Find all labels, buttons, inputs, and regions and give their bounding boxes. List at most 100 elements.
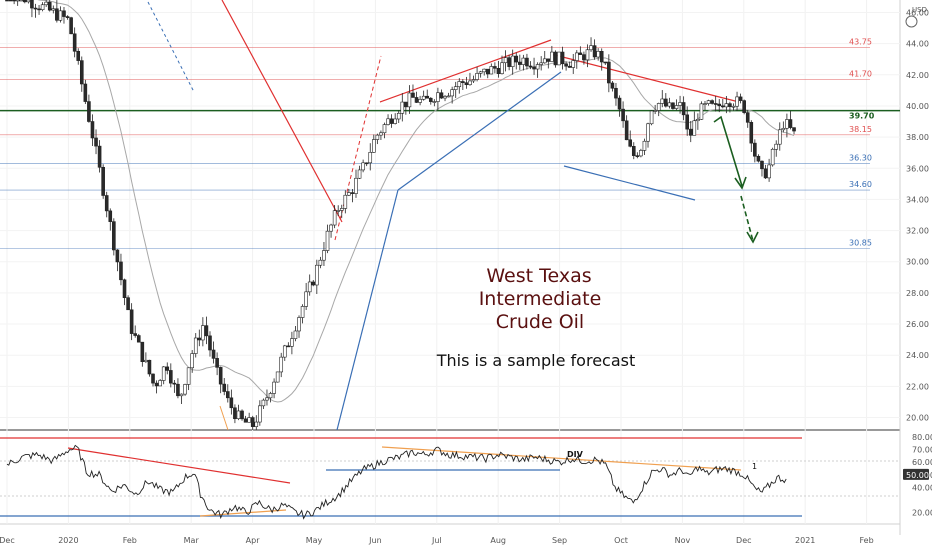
candle-body — [507, 57, 511, 67]
candle-body — [439, 92, 444, 99]
candle-body — [19, 0, 24, 2]
candle-body — [443, 96, 447, 99]
candle-body — [51, 8, 56, 11]
x-tick-label: Sep — [552, 536, 567, 545]
x-tick-label: Jun — [368, 536, 382, 545]
candle-body — [197, 337, 202, 341]
candle-body — [770, 148, 775, 166]
candle-body — [461, 81, 465, 83]
candle-body — [468, 80, 472, 86]
candle-body — [286, 345, 291, 348]
settings-gear-icon[interactable] — [905, 15, 918, 28]
candle-body — [272, 381, 276, 394]
candle-body — [418, 99, 422, 103]
candle-body — [112, 221, 116, 251]
candle-body — [560, 51, 565, 65]
candle-body — [674, 105, 679, 109]
candle-body — [436, 92, 440, 102]
candle-body — [635, 155, 640, 157]
candle-body — [763, 168, 768, 179]
candle-body — [617, 97, 622, 110]
candle-body — [578, 52, 583, 55]
candle-body — [140, 341, 145, 363]
candle-body — [421, 95, 426, 100]
candle-body — [5, 0, 9, 2]
annotation-subtitle: This is a sample forecast — [436, 351, 636, 370]
level-label: 41.70 — [849, 69, 872, 78]
candle-body — [574, 52, 579, 61]
x-tick-label: May — [306, 536, 323, 545]
y-tick-label: 40.00 — [906, 102, 929, 111]
trendline-blue-up-2 — [397, 71, 562, 191]
candle-body — [69, 17, 73, 35]
forecast-arrowhead-1 — [734, 176, 747, 190]
level-label: 36.30 — [849, 154, 872, 163]
candle-body — [297, 317, 301, 332]
candle-body — [236, 410, 241, 420]
candle-body — [30, 0, 34, 9]
candle-body — [311, 281, 316, 286]
candle-body — [83, 83, 88, 102]
candle-body — [692, 120, 697, 136]
rsi-current-value-badge — [903, 468, 929, 480]
candle-body — [649, 110, 654, 125]
candle-body — [450, 89, 454, 97]
candle-body — [742, 100, 746, 113]
candle-body — [315, 264, 319, 286]
forecast-arrows — [713, 115, 759, 244]
candle-body — [503, 57, 508, 64]
rsi-y-tick-label: 40.00 — [912, 483, 932, 492]
candle-body — [407, 92, 412, 108]
candle-body — [318, 259, 323, 266]
candle-body — [183, 384, 187, 395]
candle-body — [136, 335, 141, 343]
y-tick-label: 24.00 — [906, 351, 929, 360]
candle-body — [101, 166, 105, 196]
candle-body — [201, 325, 205, 341]
candle-body — [756, 155, 761, 162]
candle-body — [678, 102, 682, 106]
trendline-orange-bottom — [219, 405, 229, 431]
candle-body — [660, 98, 665, 104]
candle-body — [240, 410, 244, 420]
candle-body — [464, 82, 469, 86]
candle-body — [646, 123, 650, 142]
candle-body — [621, 108, 625, 122]
x-tick-label: 2021 — [795, 536, 815, 545]
candle-body — [567, 65, 572, 68]
rsi-current-value-label: 50.00 — [906, 471, 929, 480]
candle-body — [489, 66, 494, 75]
candle-body — [290, 338, 294, 347]
candle-body — [428, 97, 433, 102]
x-tick-label: Dec — [0, 536, 15, 545]
candle-body — [65, 16, 70, 18]
candle-body — [396, 112, 401, 120]
trendline-red-decline — [221, 0, 343, 223]
candle-body — [478, 71, 483, 74]
x-tick-label: 2020 — [58, 536, 78, 545]
candle-body — [453, 86, 458, 90]
candle-body — [343, 194, 348, 209]
annotation-title-line-2: Intermediate — [479, 288, 602, 310]
candle-body — [172, 382, 177, 385]
candle-body — [382, 124, 387, 134]
candle-body — [325, 230, 330, 251]
trendlines — [147, 0, 740, 431]
candle-body — [225, 391, 230, 399]
candle-body — [500, 62, 504, 74]
candle-body — [599, 50, 604, 63]
candle-body — [760, 160, 764, 170]
candle-body — [432, 101, 437, 103]
candle-body — [393, 118, 397, 124]
candle-body — [104, 195, 109, 212]
candle-body — [62, 10, 66, 17]
candle-body — [275, 371, 280, 383]
candle-body — [792, 127, 796, 132]
candle-body — [368, 152, 373, 164]
candle-body — [229, 397, 234, 409]
candle-body — [457, 81, 462, 88]
candle-body — [749, 122, 754, 144]
y-tick-label: 44.00 — [906, 40, 929, 49]
annotation-title-line-1: West Texas — [486, 265, 591, 287]
